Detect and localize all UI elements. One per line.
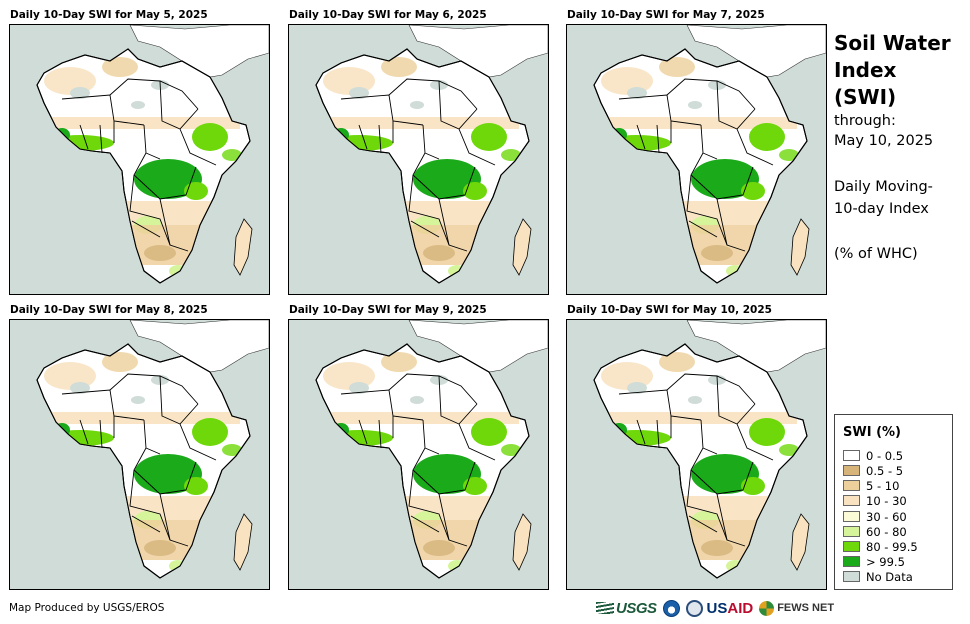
legend-swatch <box>843 556 860 567</box>
noaa-logo-icon <box>662 599 680 617</box>
panel-title: Daily 10-Day SWI for May 7, 2025 <box>567 9 765 21</box>
usgs-waves-icon <box>596 602 614 614</box>
legend-label: No Data <box>866 569 913 584</box>
credit-text: Map Produced by USGS/EROS <box>9 602 165 614</box>
legend-item: > 99.5 <box>843 554 905 569</box>
panel-title: Daily 10-Day SWI for May 8, 2025 <box>10 304 208 316</box>
legend-label: 0 - 0.5 <box>866 448 904 463</box>
legend-swatch <box>843 511 860 522</box>
units-label: (% of WHC) <box>834 246 918 262</box>
legend-item: 60 - 80 <box>843 524 907 539</box>
legend-swatch <box>843 450 860 461</box>
africa-map-svg <box>36 320 269 579</box>
panel-title: Daily 10-Day SWI for May 10, 2025 <box>567 304 772 316</box>
usaid-aid-text: AID <box>727 599 754 617</box>
swi-map <box>9 319 270 590</box>
fews-globe-icon <box>759 600 775 616</box>
swi-map <box>9 24 270 295</box>
legend-label: > 99.5 <box>866 554 905 569</box>
legend-swatch <box>843 465 860 476</box>
legend-swatch <box>843 541 860 552</box>
legend-item: 5 - 10 <box>843 478 899 493</box>
panel-title: Daily 10-Day SWI for May 5, 2025 <box>10 9 208 21</box>
legend-label: 30 - 60 <box>866 509 907 524</box>
map-title: Soil Water Index (SWI) <box>834 31 951 109</box>
partner-logos: USGS USAID FEWS NET <box>596 598 834 618</box>
africa-map-svg <box>593 25 826 284</box>
legend-label: 5 - 10 <box>866 478 900 493</box>
legend-label: 80 - 99.5 <box>866 539 918 554</box>
legend-label: 0.5 - 5 <box>866 463 904 478</box>
legend-item: 0 - 0.5 <box>843 448 903 463</box>
usaid-us-text: US <box>706 599 728 617</box>
fews-net-text: FEWS NET <box>777 602 835 614</box>
legend-label: 60 - 80 <box>866 524 907 539</box>
legend-item: 10 - 30 <box>843 493 907 508</box>
legend-swatch <box>843 495 860 506</box>
usgs-text: USGS <box>616 599 657 617</box>
swi-map <box>288 319 549 590</box>
legend-item: 80 - 99.5 <box>843 539 918 554</box>
legend: SWI (%) 0 - 0.5 0.5 - 5 5 - 10 10 - 30 3… <box>834 414 953 590</box>
usaid-logo: USAID <box>707 600 754 617</box>
legend-swatch <box>843 526 860 537</box>
swi-map <box>288 24 549 295</box>
commerce-seal-icon <box>685 599 703 617</box>
legend-item: No Data <box>843 569 913 584</box>
africa-map-svg <box>315 320 548 579</box>
africa-map-svg <box>36 25 269 284</box>
legend-label: 10 - 30 <box>866 493 907 508</box>
legend-title: SWI (%) <box>843 425 901 440</box>
through-date: May 10, 2025 <box>834 133 934 149</box>
usgs-logo: USGS <box>596 600 657 617</box>
legend-swatch <box>843 571 860 582</box>
panel-title: Daily 10-Day SWI for May 6, 2025 <box>289 9 487 21</box>
panel-title: Daily 10-Day SWI for May 9, 2025 <box>289 304 487 316</box>
africa-map-svg <box>593 320 826 579</box>
through-label: through: <box>834 113 896 129</box>
swi-map <box>566 319 827 590</box>
index-description: Daily Moving-10-day Index <box>834 179 933 217</box>
legend-item: 30 - 60 <box>843 509 907 524</box>
africa-map-svg <box>315 25 548 284</box>
legend-swatch <box>843 480 860 491</box>
swi-map <box>566 24 827 295</box>
legend-item: 0.5 - 5 <box>843 463 903 478</box>
